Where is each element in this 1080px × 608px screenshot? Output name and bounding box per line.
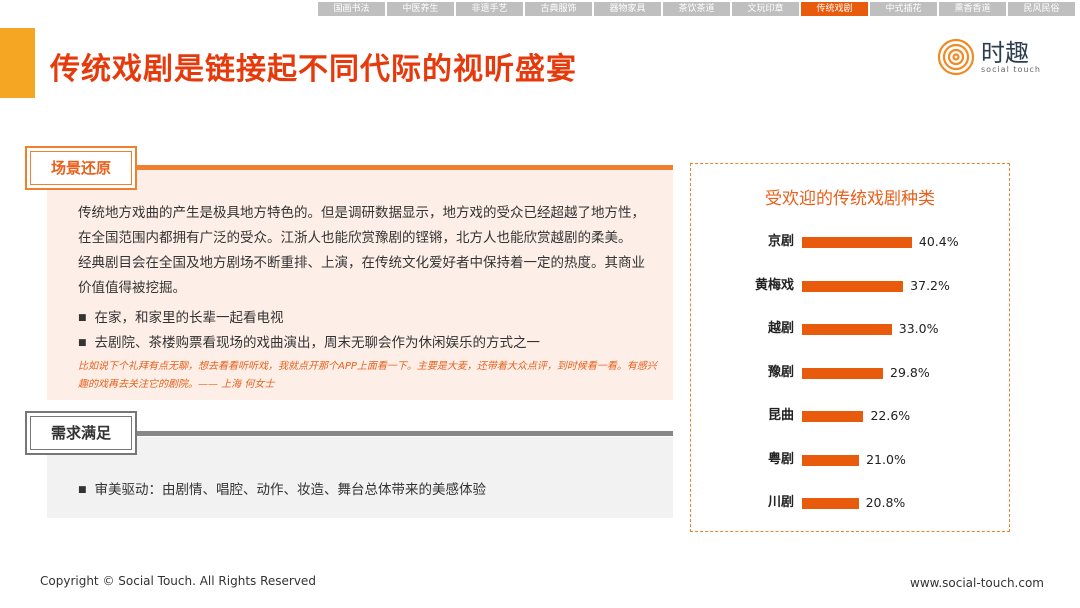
nav-tab[interactable]: 器物家具	[594, 2, 661, 16]
logo-name: 时趣	[981, 38, 1029, 67]
chart-panel: 受欢迎的传统戏剧种类 京剧 40.4% 黄梅戏 37.2% 越剧 33.0% 豫剧 29.8%…	[690, 163, 1010, 532]
bar	[802, 454, 860, 466]
paragraph-line: 经典剧目会在全国及地方剧场不断重排、上演，在传统文化爱好者中保持着一定的热度。其…	[78, 255, 645, 271]
nav-tab[interactable]: 民风民俗	[1008, 2, 1075, 16]
nav-tab[interactable]: 文玩印章	[732, 2, 799, 16]
accent-bar	[0, 28, 35, 98]
bar-row: 黄梅戏 37.2%	[691, 278, 1009, 294]
bar-label: 豫剧	[767, 364, 794, 380]
bar-value: 20.8%	[865, 495, 906, 510]
nav-tab[interactable]: 国画书法	[318, 2, 385, 16]
demand-header: 需求满足	[25, 411, 137, 455]
scene-divider	[137, 165, 673, 170]
chart-title: 受欢迎的传统戏剧种类	[765, 189, 935, 209]
nav-tab[interactable]: 非遗手艺	[456, 2, 523, 16]
bar-row: 昆曲 22.6%	[691, 408, 1009, 424]
bar-row: 川剧 20.8%	[691, 495, 1009, 511]
bar-row: 京剧 40.4%	[691, 234, 1009, 250]
scene-header: 场景还原	[25, 146, 137, 190]
bar	[802, 498, 859, 509]
nav-tab[interactable]: 中医养生	[387, 2, 454, 16]
bar-value: 37.2%	[910, 277, 950, 293]
logo-rings-icon	[937, 38, 975, 76]
website: www.social-touch.com	[910, 576, 1044, 590]
bar	[802, 237, 912, 248]
bar-label: 川剧	[767, 495, 794, 510]
scene-paragraph: 传统地方戏曲的产生是极具地方特色的。但是调研数据显示，地方戏的受众已经超越了地方…	[78, 201, 668, 301]
bar-label: 黄梅戏	[754, 277, 794, 293]
bar-value: 22.6%	[870, 408, 911, 423]
page-title: 传统戏剧是链接起不同代际的视听盛宴	[50, 52, 577, 87]
user-quote: 比如说下个礼拜有点无聊，想去看看听听戏，我就点开那个APP上面看一下。主要是大麦…	[78, 361, 657, 390]
bar-value: 21.0%	[866, 451, 906, 467]
bar-row: 豫剧 29.8%	[691, 365, 1009, 381]
bar	[802, 411, 864, 422]
bar-label: 京剧	[767, 234, 794, 249]
bar-label: 昆曲	[767, 408, 794, 423]
bar	[802, 324, 892, 335]
paragraph-line: 传统地方戏曲的产生是极具地方特色的。但是调研数据显示，地方戏的受众已经超越了地方…	[78, 205, 645, 221]
nav-tab[interactable]: 中式插花	[870, 2, 937, 16]
bar	[802, 367, 884, 379]
nav-tab[interactable]: 古典服饰	[525, 2, 592, 16]
bar-label: 粤剧	[767, 451, 794, 467]
nav-tab[interactable]: 熏香香道	[939, 2, 1006, 16]
top-nav: 国画书法 中医养生 非遗手艺 古典服饰 器物家具 茶饮茶道 文玩印章 传统戏剧 中式插花 熏香香道…	[318, 2, 1075, 16]
bar-value: 33.0%	[898, 321, 939, 336]
paragraph-line: 价值值得被挖掘。	[78, 280, 186, 296]
scene-panel	[47, 170, 673, 400]
demand-divider	[137, 431, 673, 436]
logo: 时趣 social touch	[937, 38, 1041, 76]
bar-label: 越剧	[767, 321, 794, 336]
list-item: 去剧院、茶楼购票看现场的戏曲演出，周末无聊会作为休闲娱乐的方式之一	[78, 331, 541, 351]
list-item: 审美驱动：由剧情、唱腔、动作、妆造、舞台总体带来的美感体验	[78, 478, 487, 498]
bar-value: 40.4%	[918, 234, 959, 249]
copyright: Copyright © Social Touch. All Rights Res…	[40, 574, 316, 588]
paragraph-line: 在全国范围内都拥有广泛的受众。江浙人也能欣赏豫剧的铿锵，北方人也能欣赏越剧的柔美…	[78, 230, 632, 246]
logo-sub: social touch	[981, 64, 1041, 74]
bar	[802, 280, 904, 292]
bar-row: 越剧 33.0%	[691, 321, 1009, 337]
nav-tab[interactable]: 茶饮茶道	[663, 2, 730, 16]
list-item: 在家，和家里的长辈一起看电视	[78, 306, 284, 326]
nav-tab[interactable]: 传统戏剧	[801, 2, 868, 16]
bar-value: 29.8%	[890, 364, 930, 380]
bar-row: 粤剧 21.0%	[691, 452, 1009, 468]
